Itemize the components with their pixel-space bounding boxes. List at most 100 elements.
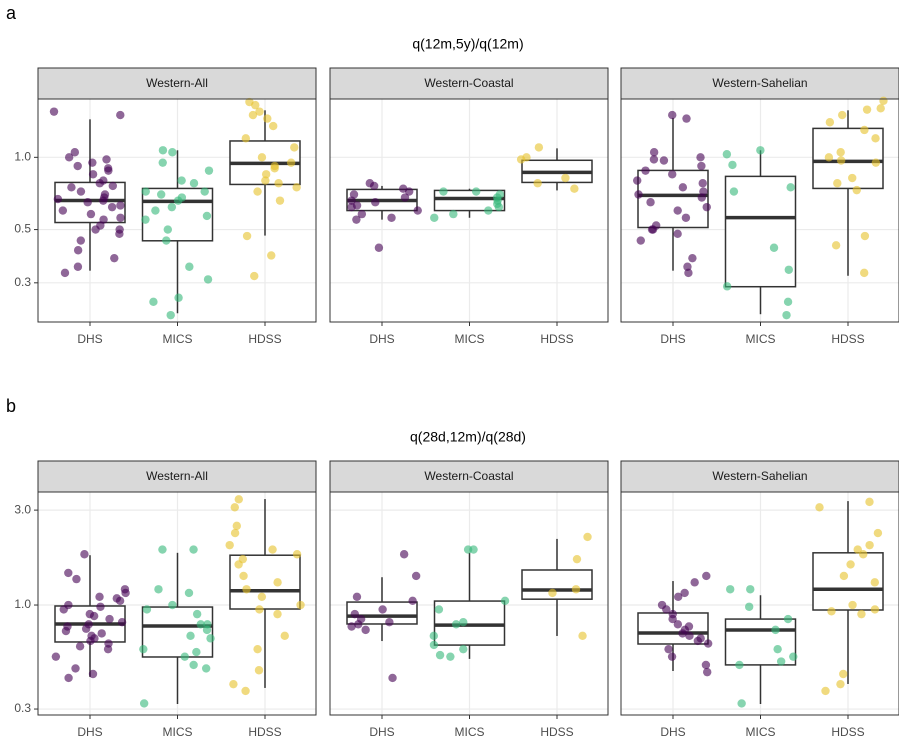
point	[292, 183, 301, 192]
x-tick-label: HDSS	[248, 725, 281, 739]
point	[572, 554, 582, 564]
box	[433, 189, 506, 212]
point	[296, 600, 305, 610]
point	[59, 605, 68, 614]
point	[241, 686, 250, 696]
point	[202, 625, 212, 635]
point	[53, 194, 63, 204]
point	[149, 297, 158, 307]
point	[839, 669, 848, 679]
facet-strip	[329, 67, 609, 100]
point	[229, 679, 238, 689]
point	[848, 173, 857, 183]
point	[690, 578, 699, 587]
point	[533, 179, 542, 188]
point	[64, 153, 74, 162]
box	[724, 618, 797, 666]
point	[494, 202, 504, 212]
x-tick-label: MICS	[163, 332, 193, 346]
facet-title: Western-All	[146, 76, 208, 90]
x-tick-label: DHS	[660, 725, 685, 739]
point	[347, 622, 356, 631]
point	[744, 602, 754, 611]
point	[173, 196, 183, 205]
point	[722, 282, 732, 291]
point	[116, 110, 125, 120]
point	[186, 631, 195, 641]
point	[139, 699, 149, 708]
point	[117, 617, 127, 627]
point	[158, 545, 167, 554]
facet-title: Western-Sahelian	[712, 76, 807, 90]
point	[678, 629, 687, 638]
point	[158, 146, 168, 155]
point	[374, 243, 384, 252]
point	[827, 607, 836, 616]
point	[139, 644, 148, 654]
point	[728, 160, 737, 170]
point	[434, 605, 444, 614]
point	[86, 636, 95, 646]
point	[838, 110, 847, 120]
point	[400, 193, 410, 202]
point	[783, 614, 793, 624]
point	[664, 644, 673, 654]
point	[121, 588, 130, 598]
point	[105, 614, 114, 624]
point	[261, 176, 270, 185]
point	[185, 262, 194, 271]
point	[371, 198, 380, 207]
point	[871, 134, 880, 143]
point	[459, 617, 468, 627]
point	[703, 639, 713, 648]
point	[387, 213, 396, 222]
point	[649, 155, 659, 164]
point	[184, 588, 194, 598]
point	[242, 585, 251, 594]
point	[688, 253, 697, 263]
point	[64, 568, 73, 578]
point	[848, 600, 857, 610]
point	[484, 206, 493, 215]
point	[548, 588, 557, 598]
point	[273, 578, 282, 587]
point	[776, 657, 786, 666]
point	[51, 652, 61, 661]
point	[821, 686, 830, 696]
point	[636, 236, 645, 245]
point	[449, 209, 458, 219]
point	[75, 642, 85, 651]
point	[836, 156, 846, 165]
point	[202, 211, 212, 221]
point	[446, 652, 455, 661]
x-tick-label: HDSS	[831, 725, 864, 739]
point	[254, 666, 264, 675]
point	[702, 571, 711, 581]
point	[91, 225, 100, 234]
point	[698, 179, 707, 188]
point	[746, 585, 755, 594]
point	[257, 153, 267, 162]
point	[76, 187, 86, 196]
point	[350, 609, 359, 619]
x-tick-label: DHS	[369, 332, 394, 346]
point	[232, 521, 241, 531]
panel-label: b	[6, 396, 16, 416]
point	[189, 179, 199, 188]
point	[756, 146, 765, 155]
point	[61, 626, 71, 636]
point	[116, 201, 125, 210]
panel-label: a	[6, 3, 17, 23]
facet-strip	[620, 67, 899, 100]
point	[76, 236, 86, 245]
point	[378, 605, 387, 614]
point	[88, 158, 97, 167]
point	[154, 585, 163, 594]
point	[189, 545, 198, 554]
point	[876, 104, 885, 113]
point	[88, 170, 98, 179]
point	[200, 187, 209, 196]
point	[459, 644, 468, 654]
point	[104, 166, 113, 175]
